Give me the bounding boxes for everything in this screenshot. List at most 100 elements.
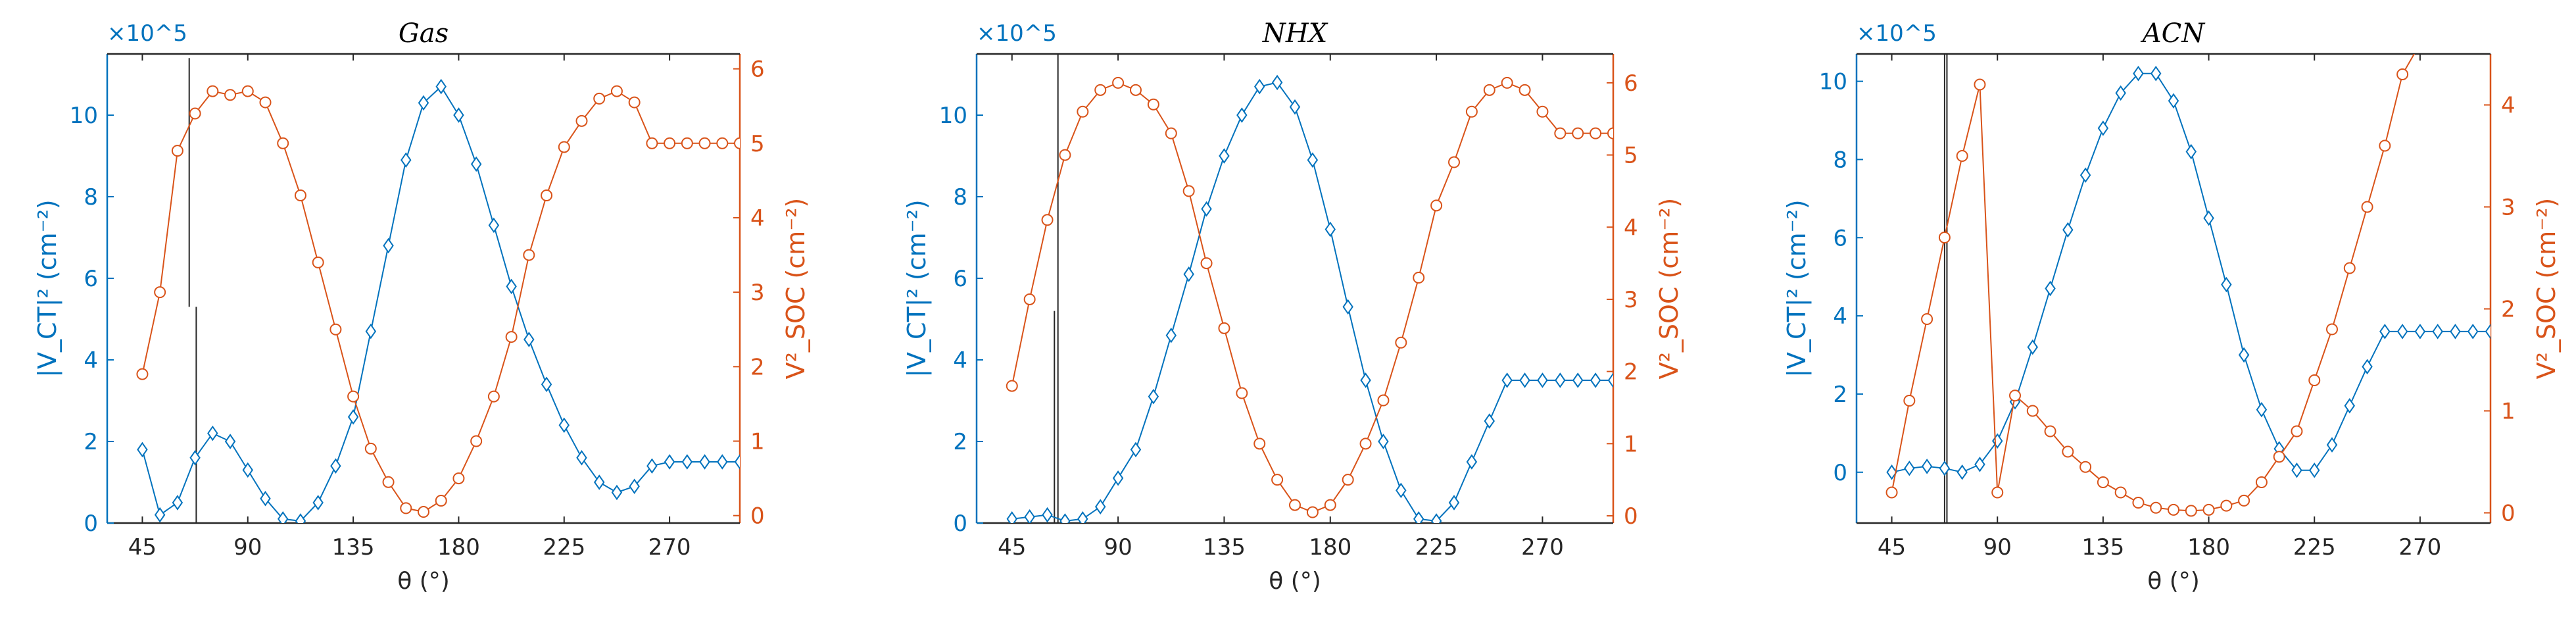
- vsoc-data-point: [1147, 98, 1159, 111]
- vsoc-data-point: [400, 502, 412, 514]
- vsoc-data-point: [1112, 76, 1125, 89]
- vct-data-point: [154, 507, 166, 523]
- vct-data-point: [2414, 324, 2426, 339]
- vct-data-point: [2238, 347, 2250, 363]
- vct-data-point: [1974, 457, 1985, 472]
- vsoc-data-point: [1885, 486, 1898, 499]
- vct-data-point: [2079, 167, 2091, 183]
- vsoc-data-point: [136, 368, 149, 380]
- y-left-tick-label: 6: [953, 266, 967, 292]
- vct-data-point: [2027, 339, 2038, 355]
- chart-title: NHX: [1262, 18, 1328, 49]
- x-tick-label: 225: [543, 534, 585, 561]
- vct-data-point: [2326, 437, 2338, 453]
- vsoc-data-point: [189, 107, 201, 120]
- vct-data-point: [1519, 372, 1530, 388]
- vct-data-point: [1939, 461, 1951, 476]
- vsoc-data-point: [171, 145, 183, 157]
- x-tick-label: 180: [1309, 534, 1351, 561]
- vsoc-data-point: [1956, 150, 1968, 162]
- vct-data-point: [172, 495, 183, 511]
- vct-data-point: [347, 409, 359, 425]
- y-left-tick-label: 6: [1833, 225, 1847, 251]
- y-right-tick-label: 3: [1624, 287, 1638, 313]
- y-left-tick-label: 8: [1833, 147, 1847, 173]
- vsoc-data-point: [541, 189, 553, 202]
- x-tick-label: 90: [1104, 534, 1132, 561]
- vsoc-data-point: [1359, 438, 1372, 450]
- vsoc-data-point: [1572, 127, 1584, 139]
- vct-data-point: [2256, 401, 2268, 418]
- x-tick-label: 45: [1878, 534, 1906, 561]
- vsoc-data-point: [382, 476, 395, 488]
- y-right-axis-label: V²_SOC (cm⁻²): [781, 198, 810, 380]
- vct-data-point: [1378, 434, 1389, 449]
- vct-data-point: [2115, 85, 2126, 101]
- vsoc-data-point: [1165, 127, 1177, 139]
- vct-data-point: [2151, 65, 2162, 82]
- vct-data-point: [1360, 372, 1371, 388]
- vct-data-point: [189, 450, 201, 466]
- y-left-tick-label: 8: [953, 184, 967, 211]
- vct-data-point: [2379, 324, 2391, 339]
- vct-data-point: [2185, 143, 2197, 160]
- vsoc-data-point: [646, 137, 658, 149]
- vct-data-point: [488, 217, 500, 234]
- vsoc-data-point: [716, 137, 729, 149]
- vsoc-data-point: [558, 141, 570, 153]
- y-right-axis-label: V²_SOC (cm⁻²): [1655, 198, 1684, 380]
- vsoc-data-point: [154, 286, 166, 299]
- vct-data-point: [312, 495, 324, 511]
- y-left-tick-label: 4: [84, 347, 98, 374]
- vsoc-data-point: [470, 435, 483, 447]
- x-tick-label: 135: [332, 534, 375, 561]
- vct-data-point: [541, 376, 552, 392]
- vct-data-point: [2467, 324, 2479, 339]
- chart-title: ACN: [2140, 18, 2206, 49]
- x-tick-label: 135: [1203, 534, 1246, 561]
- vct-data-point: [717, 454, 728, 470]
- vsoc-data-point: [1077, 105, 1089, 118]
- y-right-tick-label: 6: [750, 57, 765, 83]
- vsoc-data-point: [277, 137, 289, 149]
- x-tick-label: 45: [128, 534, 157, 561]
- y-right-axis-label: V²_SOC (cm⁻²): [2532, 198, 2561, 380]
- vsoc-data-point: [1413, 272, 1425, 284]
- vct-data-point: [576, 450, 587, 466]
- vct-data-point: [1555, 372, 1566, 388]
- vct-data-point: [1607, 372, 1613, 388]
- vsoc-data-point: [207, 85, 219, 97]
- vct-data-point: [2133, 65, 2144, 82]
- x-tick-label: 270: [648, 534, 691, 561]
- vsoc-data-point: [1395, 336, 1407, 349]
- vsoc-data-point: [523, 249, 535, 261]
- vsoc-data-point: [505, 331, 518, 343]
- x-tick-label: 180: [2187, 534, 2230, 561]
- vsoc-data-point: [2220, 499, 2233, 512]
- vsoc-data-point: [224, 89, 237, 101]
- y-left-tick-label: 10: [1819, 69, 1847, 95]
- left-axis-multiplier: ×10^5: [1857, 20, 1937, 47]
- vsoc-data-point: [2062, 445, 2074, 458]
- vct-data-point: [1342, 299, 1353, 315]
- vsoc-data-point: [664, 137, 676, 149]
- y-left-axis-label: |V_CT|² (cm⁻²): [1782, 199, 1812, 378]
- panel-acn: 45 90 135 180 225 270 0 2 4 6 8 10 0 1 2 3 4 ACN ×10^5 θ (°…: [1782, 18, 2561, 595]
- vsoc-data-point: [681, 137, 693, 149]
- vct-data-point: [137, 441, 148, 458]
- vct-data-point: [1130, 441, 1142, 458]
- vct-data-point: [646, 458, 658, 474]
- y-left-tick-label: 0: [1833, 460, 1847, 486]
- y-right-tick-label: 3: [750, 280, 765, 306]
- vsoc-data-point: [1921, 313, 1933, 325]
- vsoc-data-point: [1483, 84, 1495, 96]
- vsoc-data-point: [364, 442, 377, 455]
- y-right-tick-label: 1: [2501, 399, 2515, 425]
- vsoc-data-point: [241, 85, 254, 97]
- vct-data-point: [1484, 413, 1495, 429]
- vsoc-data-point: [575, 114, 588, 127]
- y-right-tick-label: 0: [1624, 503, 1638, 530]
- vsoc-data-point: [610, 85, 623, 97]
- x-tick-label: 180: [437, 534, 480, 561]
